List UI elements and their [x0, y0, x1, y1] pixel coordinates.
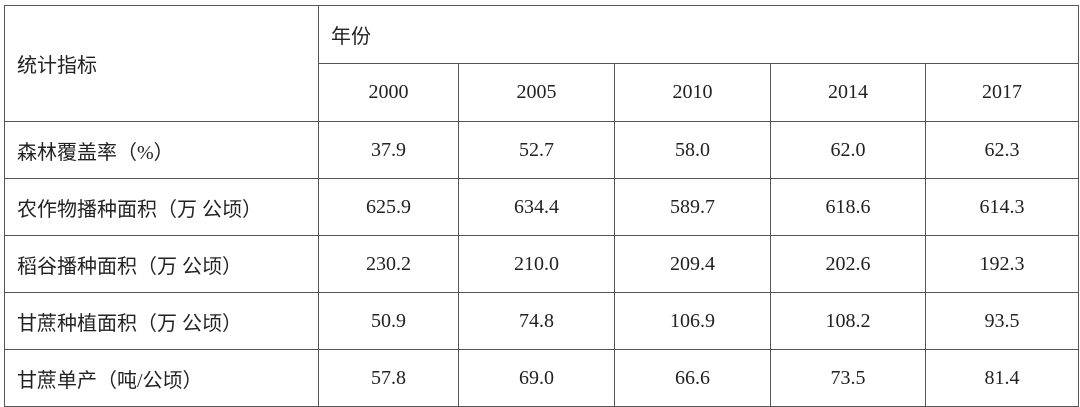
- row-label: 农作物播种面积（万 公顷）: [4, 178, 319, 236]
- data-row: 农作物播种面积（万 公顷） 625.9 634.4 589.7 618.6 614.3: [4, 178, 1079, 236]
- value-cell: 52.7: [458, 121, 615, 179]
- row-label: 稻谷播种面积（万 公顷）: [4, 235, 319, 293]
- value-cell: 69.0: [458, 349, 615, 407]
- value-cell: 106.9: [614, 292, 771, 350]
- value-cell: 93.5: [925, 292, 1079, 350]
- year-cell: 2017: [925, 63, 1079, 122]
- value-cell: 589.7: [614, 178, 771, 236]
- row-label: 森林覆盖率（%）: [4, 121, 319, 179]
- value-cell: 230.2: [318, 235, 459, 293]
- data-table: 统计指标 年份 2000 2005 2010 2014 2017 森林覆盖率（%） 37.…: [4, 5, 1079, 407]
- data-row: 甘蔗种植面积（万 公顷） 50.9 74.8 106.9 108.2 93.5: [4, 292, 1079, 350]
- data-row: 稻谷播种面积（万 公顷） 230.2 210.0 209.4 202.6 192.3: [4, 235, 1079, 293]
- value-cell: 625.9: [318, 178, 459, 236]
- value-cell: 62.0: [770, 121, 926, 179]
- value-cell: 62.3: [925, 121, 1079, 179]
- row-label: 甘蔗种植面积（万 公顷）: [4, 292, 319, 350]
- value-cell: 192.3: [925, 235, 1079, 293]
- value-cell: 614.3: [925, 178, 1079, 236]
- header-row: 统计指标 年份: [4, 5, 1079, 122]
- header-label: 统计指标: [4, 5, 319, 122]
- value-cell: 73.5: [770, 349, 926, 407]
- value-cell: 66.6: [614, 349, 771, 407]
- value-cell: 210.0: [458, 235, 615, 293]
- header-group: 年份: [318, 5, 1079, 64]
- value-cell: 202.6: [770, 235, 926, 293]
- row-label: 甘蔗单产（吨/公顷）: [4, 349, 319, 407]
- value-cell: 634.4: [458, 178, 615, 236]
- value-cell: 81.4: [925, 349, 1079, 407]
- year-cell: 2014: [770, 63, 926, 122]
- data-row: 甘蔗单产（吨/公顷） 57.8 69.0 66.6 73.5 81.4: [4, 349, 1079, 407]
- value-cell: 37.9: [318, 121, 459, 179]
- value-cell: 209.4: [614, 235, 771, 293]
- year-cell: 2005: [458, 63, 615, 122]
- value-cell: 108.2: [770, 292, 926, 350]
- value-cell: 618.6: [770, 178, 926, 236]
- value-cell: 50.9: [318, 292, 459, 350]
- year-row: 2000 2005 2010 2014 2017: [5, 63, 1079, 122]
- value-cell: 74.8: [458, 292, 615, 350]
- year-cell: 2000: [318, 63, 459, 122]
- data-row: 森林覆盖率（%） 37.9 52.7 58.0 62.0 62.3: [4, 121, 1079, 179]
- value-cell: 57.8: [318, 349, 459, 407]
- value-cell: 58.0: [614, 121, 771, 179]
- year-cell: 2010: [614, 63, 771, 122]
- table-body: 统计指标 年份 2000 2005 2010 2014 2017 森林覆盖率（%） 37.…: [4, 5, 1079, 407]
